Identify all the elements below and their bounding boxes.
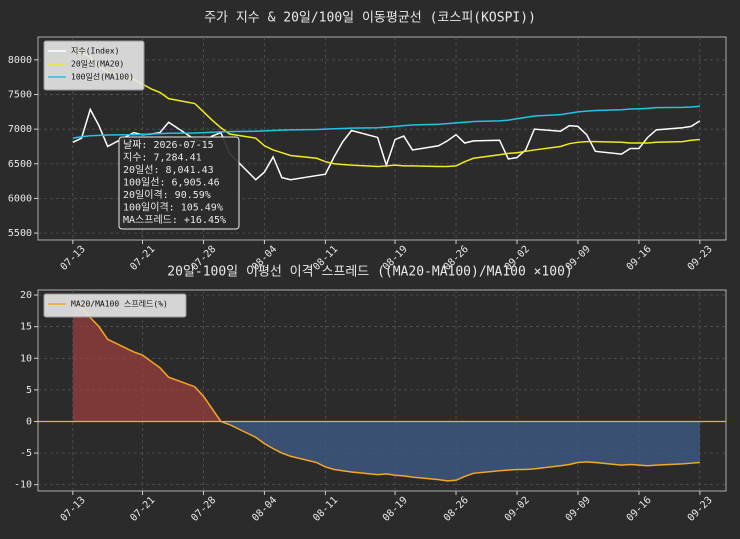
- fill-group: [72, 421, 700, 481]
- series-line: [72, 105, 700, 139]
- series-line: [72, 48, 700, 168]
- tooltip-text: 20일이격: 90.59%: [123, 188, 211, 201]
- y-tick-label: 7500: [8, 90, 32, 101]
- legend-box: [43, 40, 145, 91]
- y-tick-label: 8000: [8, 55, 32, 66]
- tooltip-text: 100일선: 6,905.46: [123, 177, 220, 189]
- y-tick-label: 5: [26, 385, 32, 396]
- y-tick-label: 15: [20, 322, 32, 333]
- legend-label: MA20/MA100 스프레드(%): [71, 300, 168, 309]
- fill-group: [72, 301, 221, 422]
- tooltip-text: 100일이격: 105.49%: [123, 201, 223, 214]
- tooltip-text: MA스프레드: +16.45%: [123, 214, 226, 226]
- tooltip-box: [118, 136, 240, 230]
- series-group: [38, 300, 726, 482]
- y-tick-label: 10: [20, 353, 32, 364]
- y-tick-label: 20: [20, 290, 32, 301]
- tooltip-text: 20일선: 8,041.43: [123, 164, 214, 176]
- y-tick-label: 6000: [8, 193, 32, 204]
- area-above: [72, 301, 221, 422]
- tooltip-text: 날짜: 2026-07-15: [123, 139, 214, 151]
- legend-label: 지수(Index): [71, 47, 119, 56]
- y-tick-label: 6500: [8, 159, 32, 170]
- tooltip-text: 지수: 7,284.41: [123, 152, 202, 164]
- series-line: [72, 300, 700, 482]
- y-tick-label: 7000: [8, 124, 32, 135]
- area-below: [72, 421, 700, 481]
- series-group: [72, 48, 701, 181]
- y-tick-label: -10: [14, 480, 32, 491]
- legend-box: [43, 293, 187, 318]
- legend-label: 100일선(MA100): [71, 73, 134, 82]
- legend-label: 20일선(MA20): [71, 60, 124, 69]
- chart-title: 주가 지수 & 20일/100일 이동평균선 (코스피(KOSPI)): [204, 11, 536, 26]
- chart-title: 20일-100일 이평선 이격 스프레드 ((MA20-MA100)/MA100…: [167, 265, 573, 280]
- y-tick-label: 5500: [8, 228, 32, 239]
- y-tick-label: 0: [26, 416, 32, 427]
- y-tick-label: -5: [20, 448, 32, 459]
